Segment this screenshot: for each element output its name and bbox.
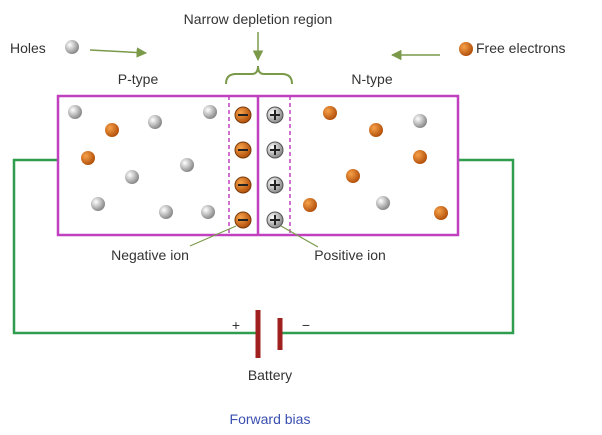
electron [303,198,317,212]
electron [81,151,95,165]
holes-label: Holes [10,40,46,56]
hole [180,158,194,172]
electron [105,123,119,137]
pointer [189,225,237,247]
electron [323,106,337,120]
hole [201,205,215,219]
bracket [225,65,293,85]
negative-ion-label: Negative ion [111,247,189,263]
electron-icon [459,42,473,56]
battery-minus: − [302,317,310,333]
electrons-label: Free electrons [476,40,565,56]
wire [12,158,515,335]
hole [203,105,217,119]
hole [159,205,173,219]
battery-plus: + [232,317,240,333]
battery-label: Battery [248,367,292,383]
p-label: P-type [118,71,159,87]
hole [91,197,105,211]
hole [376,196,390,210]
positive-ion-label: Positive ion [314,247,386,263]
title: Narrow depletion region [184,11,333,27]
electron [413,150,427,164]
hole-icon [65,40,79,54]
electron [369,123,383,137]
holes-arrow [89,47,148,58]
electron [434,206,448,220]
hole [68,105,82,119]
caption: Forward bias [230,411,311,427]
hole [413,114,427,128]
n-label: N-type [351,71,392,87]
particles [68,105,448,229]
hole [148,115,162,129]
electron [346,169,360,183]
pointer [280,225,319,248]
hole [125,170,139,184]
